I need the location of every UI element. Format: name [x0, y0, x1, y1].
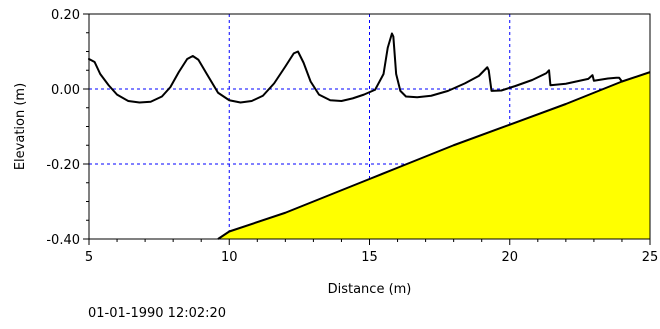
x-axis-title: Distance (m) — [328, 282, 412, 297]
tick-layer — [83, 13, 651, 245]
water-surface-line — [88, 32, 623, 104]
bed-profile-line — [217, 71, 651, 240]
timestamp-label: 01-01-1990 12:02:20 — [88, 306, 227, 321]
chart: 5 10 15 20 25 0.20 0.00 -0.20 -0.40 Distance (m)… — [13, 8, 658, 297]
tick-label-layer: 5 10 15 20 25 0.20 0.00 -0.20 -0.40 — [46, 8, 658, 265]
line-layer — [88, 32, 651, 240]
y-tick-label: -0.40 — [46, 233, 80, 248]
y-axis-title: Elevation (m) — [13, 83, 28, 170]
x-tick-label: 20 — [501, 250, 518, 265]
x-tick-label: 10 — [221, 250, 238, 265]
y-tick-label: 0.20 — [51, 8, 80, 23]
y-tick-label: -0.20 — [46, 158, 80, 173]
x-tick-label: 15 — [361, 250, 378, 265]
x-tick-label: 25 — [642, 250, 659, 265]
y-tick-label: 0.00 — [51, 83, 80, 98]
x-tick-label: 5 — [85, 250, 93, 265]
